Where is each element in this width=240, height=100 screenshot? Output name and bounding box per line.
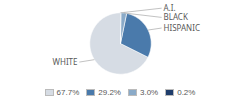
html-text:0.2%: 0.2% [177, 88, 196, 97]
html-text:3.0%: 3.0% [140, 88, 159, 97]
svg-text:BLACK: BLACK [163, 11, 188, 22]
html-text:67.7%: 67.7% [56, 88, 80, 97]
html-text:29.2%: 29.2% [98, 88, 121, 97]
svg-text:WHITE: WHITE [53, 56, 78, 67]
svg-text:A.I.: A.I. [164, 2, 176, 13]
svg-text:HISPANIC: HISPANIC [164, 22, 200, 33]
